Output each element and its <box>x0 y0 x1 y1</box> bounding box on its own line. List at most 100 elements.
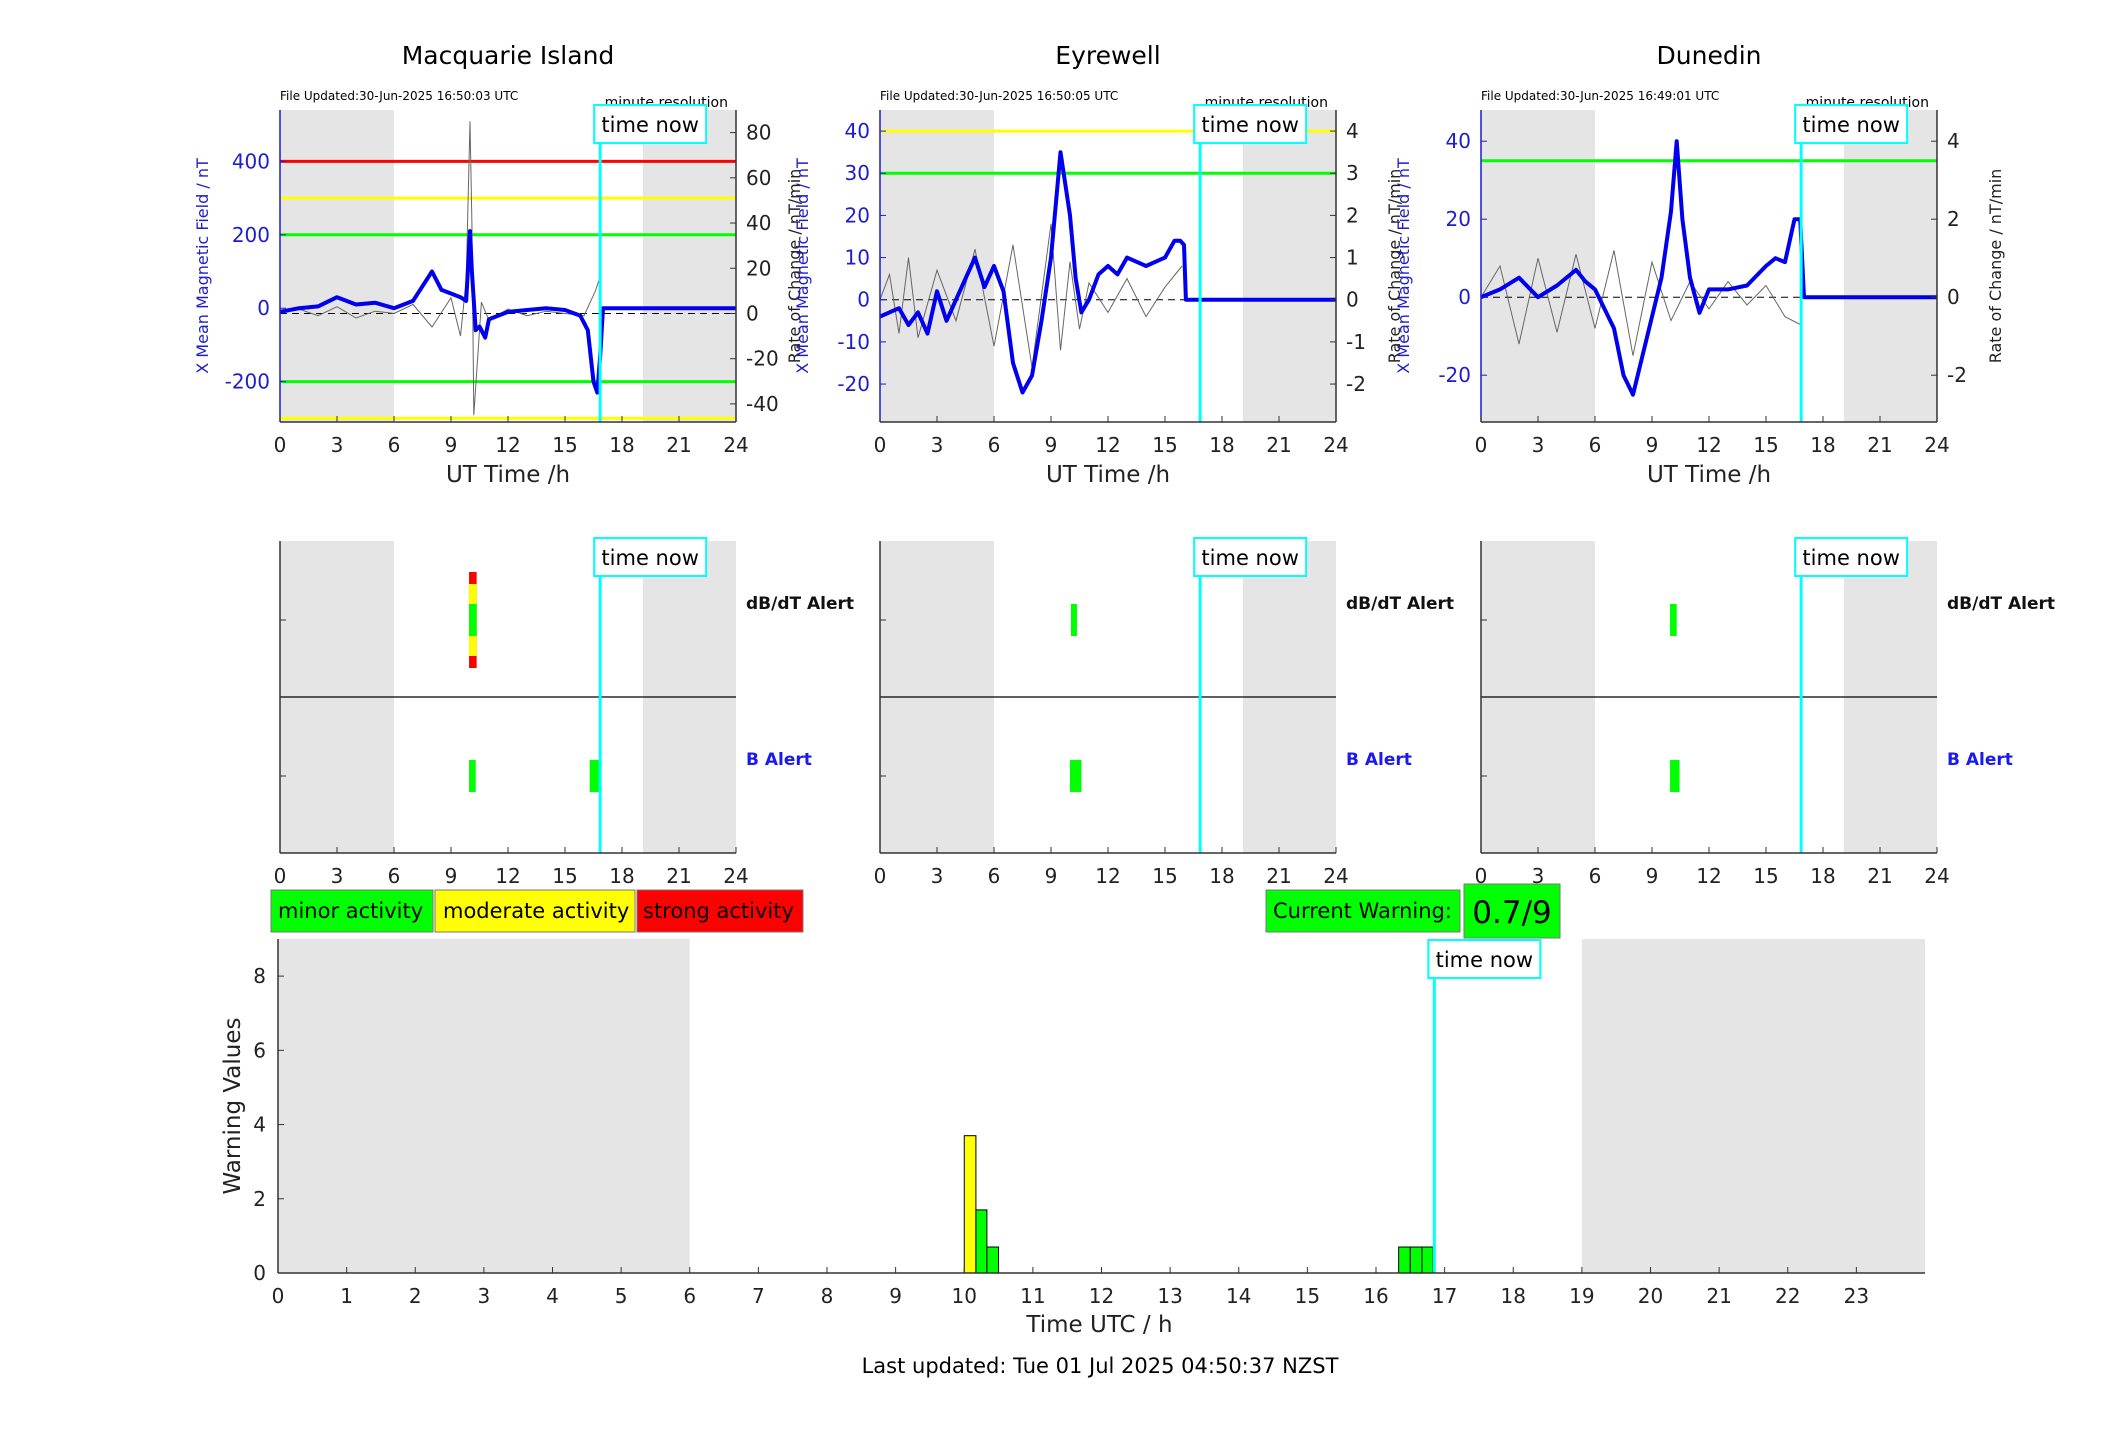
x-tick-label: 3 <box>1532 864 1545 888</box>
night-shade <box>1242 110 1336 422</box>
x-tick-label: 21 <box>1867 864 1892 888</box>
time-now-label: time now <box>1201 546 1298 570</box>
x-tick-label: 10 <box>952 1284 977 1308</box>
x-tick-label: 23 <box>1844 1284 1869 1308</box>
x-tick-label: 0 <box>1475 433 1488 457</box>
b-alert-label: B Alert <box>1947 750 2013 770</box>
x-tick-label: 6 <box>1589 433 1602 457</box>
rate-of-change-line <box>279 121 600 416</box>
x-tick-label: 18 <box>1810 864 1835 888</box>
time-now-label: time now <box>1802 113 1899 137</box>
x-tick-label: 6 <box>388 864 401 888</box>
y-tick-left-label: -200 <box>225 370 270 394</box>
y-axis-label-left: X Mean Magnetic Field / nT <box>1394 158 1413 374</box>
y-tick-right-label: 60 <box>746 166 771 190</box>
alert-panel-0: time now 0 3 6 9 12 15 18 21 24 dB/dT Alert B Alert <box>274 537 854 888</box>
time-now-box <box>1427 939 1542 979</box>
x-tick-label: 14 <box>1226 1284 1251 1308</box>
x-tick-label: 13 <box>1157 1284 1182 1308</box>
y-tick-left-label: -20 <box>1438 363 1471 387</box>
alert-panel-1: time now 0 3 6 9 12 15 18 21 24 dB/dT Alert B Alert <box>874 537 1454 888</box>
time-now-label: time now <box>1802 546 1899 570</box>
y-axis-label: Warning Values <box>220 1017 246 1194</box>
dbdt-alert-label: dB/dT Alert <box>746 594 854 614</box>
x-tick-label: 15 <box>1753 433 1778 457</box>
x-tick-label: 0 <box>274 433 287 457</box>
warning-bar <box>986 1246 1000 1274</box>
y-tick-right-label: 4 <box>1346 119 1359 143</box>
panel-title: Eyrewell <box>1055 41 1160 70</box>
y-tick-label: 2 <box>253 1187 266 1211</box>
time-now-label: time now <box>601 113 698 137</box>
x-tick-label: 12 <box>1696 433 1721 457</box>
x-tick-label: 19 <box>1569 1284 1594 1308</box>
y-axis-label-left: X Mean Magnetic Field / nT <box>793 158 812 374</box>
y-axis-label-right: Rate of Change / nT/min <box>1986 169 2005 364</box>
b-alert-label: B Alert <box>746 750 812 770</box>
x-axis-label: UT Time /h <box>1647 462 1771 488</box>
x-tick-label: 21 <box>1706 1284 1731 1308</box>
legend: minor activity moderate activity strong … <box>270 889 804 933</box>
x-tick-label: 12 <box>1095 864 1120 888</box>
y-tick-right-label: -2 <box>1346 372 1366 396</box>
b-alert-label: B Alert <box>1346 750 1412 770</box>
y-tick-right-label: 1 <box>1346 246 1359 270</box>
y-tick-right-label: 20 <box>746 256 771 280</box>
y-tick-left-label: 30 <box>845 161 870 185</box>
night-shade <box>880 110 994 422</box>
warning-bar <box>1398 1246 1411 1274</box>
current-warning-label-box <box>1265 889 1461 933</box>
file-updated: File Updated:30-Jun-2025 16:49:01 UTC <box>1481 89 1719 103</box>
x-tick-label: 9 <box>1646 433 1659 457</box>
x-tick-label: 3 <box>931 864 944 888</box>
x-tick-label: 18 <box>1209 433 1234 457</box>
x-tick-label: 6 <box>988 864 1001 888</box>
b-alert-bar <box>1670 760 1680 792</box>
x-tick-label: 21 <box>1867 433 1892 457</box>
x-tick-label: 18 <box>1501 1284 1526 1308</box>
y-tick-right-label: 80 <box>746 121 771 145</box>
field-line <box>879 150 1336 395</box>
x-tick-label: 9 <box>1045 864 1058 888</box>
x-tick-label: 3 <box>478 1284 491 1308</box>
warning-bar <box>1409 1246 1423 1274</box>
night-shade <box>278 939 690 1273</box>
x-tick-label: 12 <box>495 433 520 457</box>
dbdt-alert-bar <box>469 604 477 636</box>
field-line <box>279 229 736 395</box>
legend-strong-label: strong activity <box>643 899 794 923</box>
x-tick-label: 6 <box>388 433 401 457</box>
field-panel-0: Macquarie Island File Updated:30-Jun-2025… <box>193 41 804 488</box>
y-tick-left-label: 20 <box>845 203 870 227</box>
x-tick-label: 15 <box>552 433 577 457</box>
night-shade <box>642 110 736 422</box>
time-now-box <box>1794 104 1909 144</box>
current-warning-value: 0.7/9 <box>1472 895 1551 931</box>
x-tick-label: 15 <box>1152 433 1177 457</box>
x-tick-label: 21 <box>1266 864 1291 888</box>
x-tick-label: 1 <box>340 1284 353 1308</box>
x-tick-label: 21 <box>1266 433 1291 457</box>
y-tick-right-label: -40 <box>746 392 779 416</box>
y-tick-left-label: 10 <box>845 246 870 270</box>
panel-title: Dunedin <box>1657 41 1762 70</box>
dbdt-alert-label: dB/dT Alert <box>1947 594 2055 614</box>
y-tick-left-label: 400 <box>232 149 270 173</box>
y-tick-right-label: 0 <box>746 301 759 325</box>
y-tick-right-label: 3 <box>1346 161 1359 185</box>
dbdt-alert-bar <box>1070 604 1077 636</box>
dbdt-alert-label: dB/dT Alert <box>1346 594 1454 614</box>
x-tick-label: 17 <box>1432 1284 1457 1308</box>
y-tick-right-label: 2 <box>1346 203 1359 227</box>
y-tick-left-label: 0 <box>857 288 870 312</box>
y-tick-label: 6 <box>253 1038 266 1062</box>
x-tick-label: 3 <box>331 433 344 457</box>
legend-minor-label: minor activity <box>278 899 423 923</box>
file-updated: File Updated:30-Jun-2025 16:50:03 UTC <box>280 89 518 103</box>
legend-strong-swatch <box>636 889 804 933</box>
x-tick-label: 9 <box>889 1284 902 1308</box>
x-tick-label: 15 <box>1152 864 1177 888</box>
x-tick-label: 18 <box>609 433 634 457</box>
